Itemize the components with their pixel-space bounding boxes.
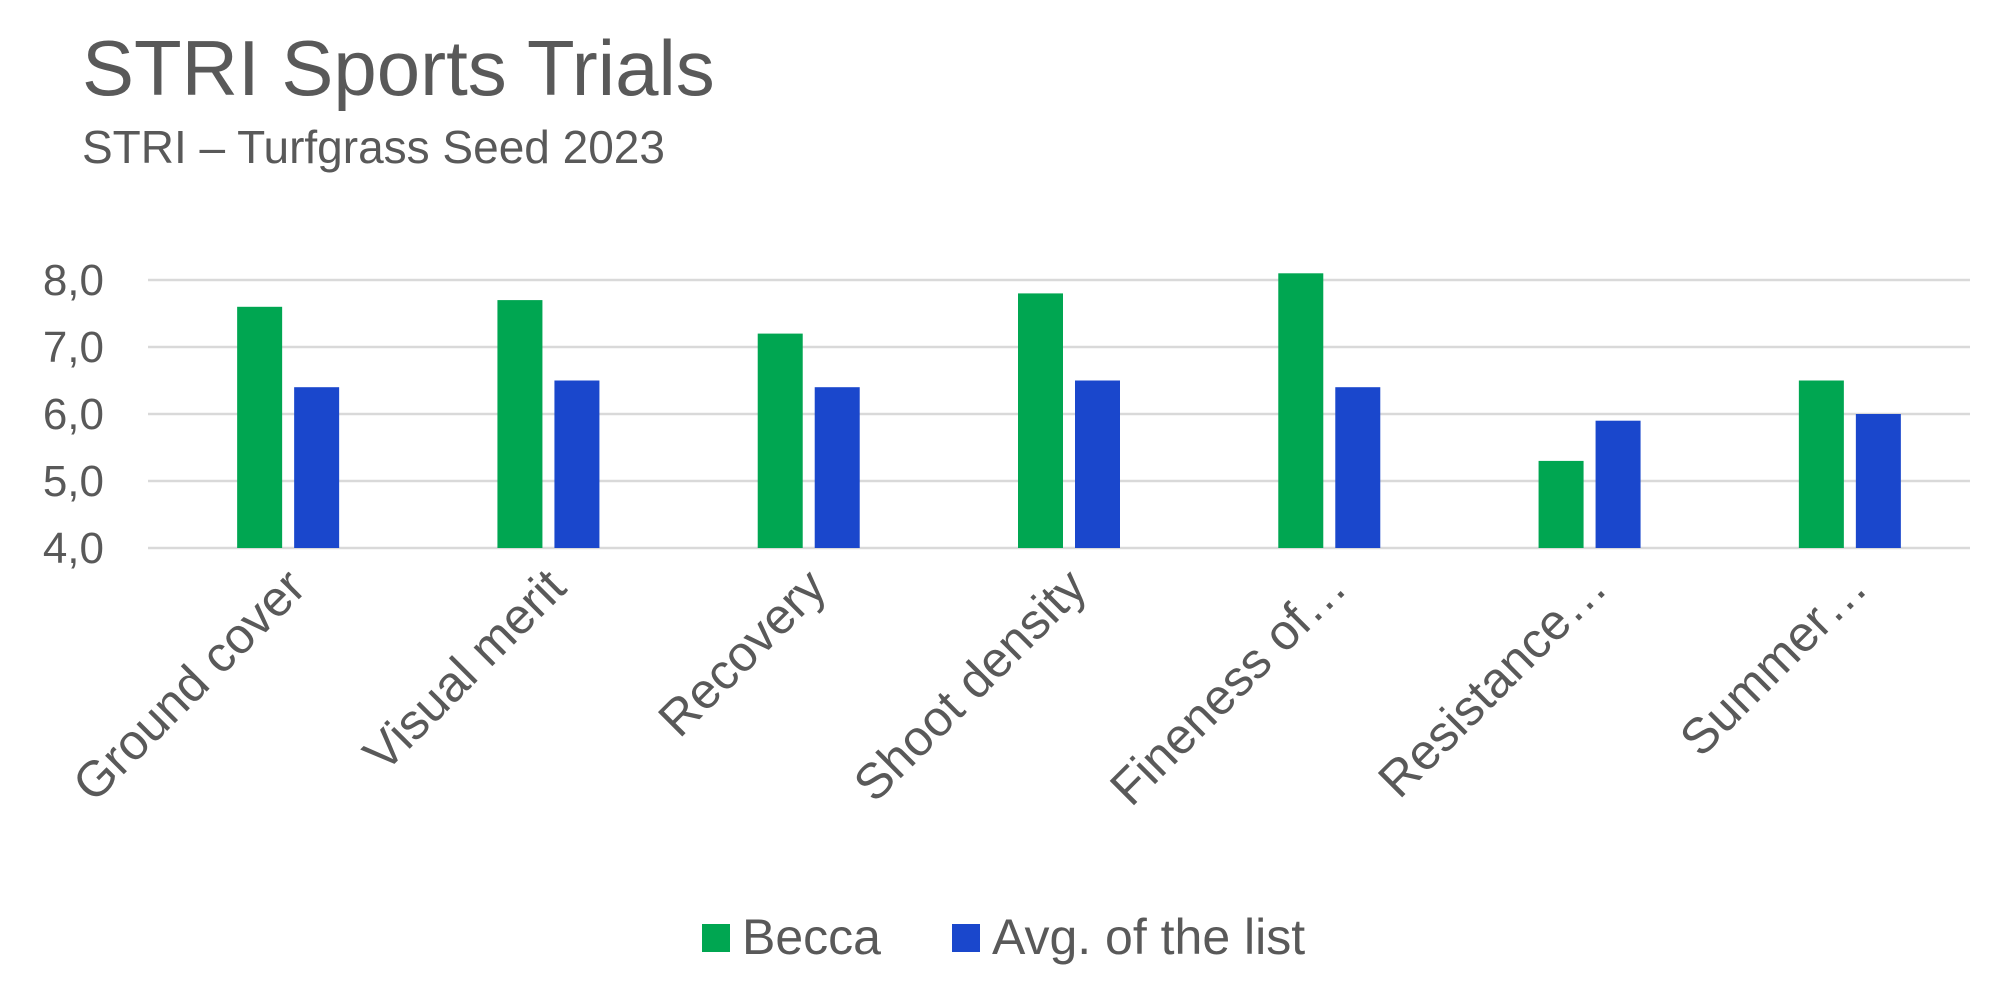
x-tick-label: Fineness of…	[1099, 558, 1357, 816]
bar-avg-2	[814, 387, 860, 548]
legend-swatch	[702, 924, 730, 952]
x-tick-label: Summer…	[1669, 558, 1878, 767]
bar-becca-0	[237, 306, 283, 548]
bar-becca-1	[497, 300, 543, 548]
x-tick-label: Shoot density	[843, 558, 1097, 812]
bar-becca-4	[1278, 273, 1324, 548]
bar-avg-0	[294, 387, 340, 548]
x-tick-label: Recovery	[648, 558, 837, 747]
x-tick-label: Resistance…	[1367, 558, 1617, 808]
x-tick-label: Visual merit	[353, 558, 577, 782]
y-tick-label: 8,0	[43, 256, 104, 305]
legend-swatch	[952, 924, 980, 952]
legend-label: Becca	[742, 909, 881, 965]
bars	[237, 273, 1901, 548]
chart-subtitle: STRI – Turfgrass Seed 2023	[82, 121, 665, 173]
y-axis: 4,0 5,0 6,0 7,0 8,0	[43, 256, 104, 573]
x-axis: Ground cover Visual merit Recovery Shoot de…	[62, 558, 1878, 816]
y-tick-label: 6,0	[43, 390, 104, 439]
bar-avg-6	[1855, 414, 1901, 548]
bar-becca-6	[1798, 380, 1844, 548]
x-tick-label: Ground cover	[62, 558, 316, 812]
chart-title: STRI Sports Trials	[82, 24, 715, 112]
legend-label: Avg. of the list	[992, 909, 1305, 965]
bar-avg-4	[1335, 387, 1381, 548]
y-tick-label: 4,0	[43, 524, 104, 573]
y-tick-label: 7,0	[43, 323, 104, 372]
bar-avg-5	[1595, 420, 1641, 548]
bar-becca-5	[1538, 460, 1584, 548]
bar-becca-2	[757, 333, 803, 548]
y-tick-label: 5,0	[43, 457, 104, 506]
legend: Becca Avg. of the list	[702, 909, 1305, 965]
bar-avg-1	[554, 380, 600, 548]
bar-avg-3	[1075, 380, 1120, 548]
bar-becca-3	[1018, 293, 1063, 548]
